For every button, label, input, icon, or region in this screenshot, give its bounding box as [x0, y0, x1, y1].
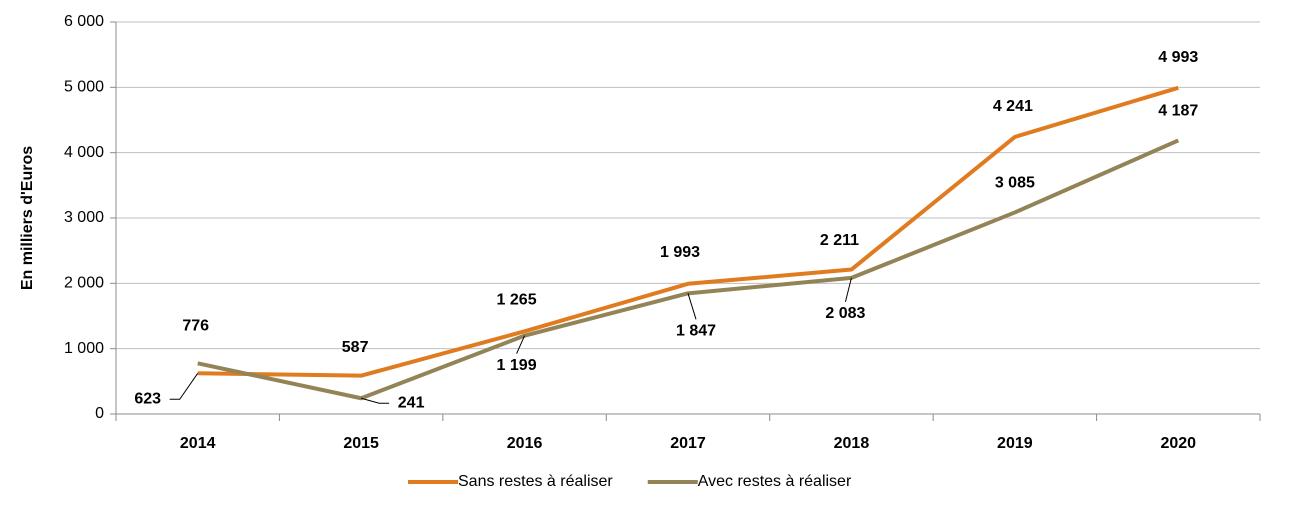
- x-tick-label: 2017: [670, 435, 706, 452]
- y-tick-label: 2 000: [64, 275, 104, 292]
- data-label: 4 187: [1158, 103, 1198, 120]
- y-tick-label: 6 000: [64, 13, 104, 30]
- x-tick-label: 2015: [343, 435, 379, 452]
- leader-line: [687, 293, 697, 320]
- x-tick-label: 2016: [507, 435, 543, 452]
- leader-line: [516, 335, 526, 354]
- data-label: 776: [182, 318, 209, 335]
- data-label: 1 265: [497, 292, 537, 309]
- data-label: 2 083: [825, 305, 865, 322]
- data-label: 1 993: [660, 244, 700, 261]
- data-label: 623: [134, 391, 161, 408]
- data-label: 4 993: [1158, 49, 1198, 66]
- data-label: 1 199: [497, 357, 537, 374]
- data-label: 3 085: [995, 175, 1035, 192]
- y-tick-label: 5 000: [64, 79, 104, 96]
- x-tick-label: 2019: [997, 435, 1033, 452]
- y-tick-label: 3 000: [64, 209, 104, 226]
- y-axis-title: En milliers d'Euros: [19, 146, 36, 290]
- x-tick-label: 2020: [1160, 435, 1196, 452]
- leader-line: [844, 277, 852, 303]
- legend-label: Avec restes à réaliser: [698, 473, 852, 490]
- y-tick-label: 0: [95, 405, 104, 422]
- x-tick-label: 2014: [180, 435, 216, 452]
- y-tick-label: 1 000: [64, 340, 104, 357]
- x-tick-label: 2018: [834, 435, 870, 452]
- data-label: 4 241: [993, 98, 1033, 115]
- line-series: [197, 85, 1179, 378]
- leader-line: [169, 373, 199, 400]
- leader-line: [361, 397, 390, 404]
- data-label: 2 211: [820, 232, 859, 249]
- y-tick-label: 4 000: [64, 144, 104, 161]
- legend-label: Sans restes à réaliser: [458, 473, 613, 490]
- data-label: 241: [398, 394, 425, 411]
- data-label: 1 847: [676, 323, 716, 340]
- data-label: 587: [342, 339, 369, 356]
